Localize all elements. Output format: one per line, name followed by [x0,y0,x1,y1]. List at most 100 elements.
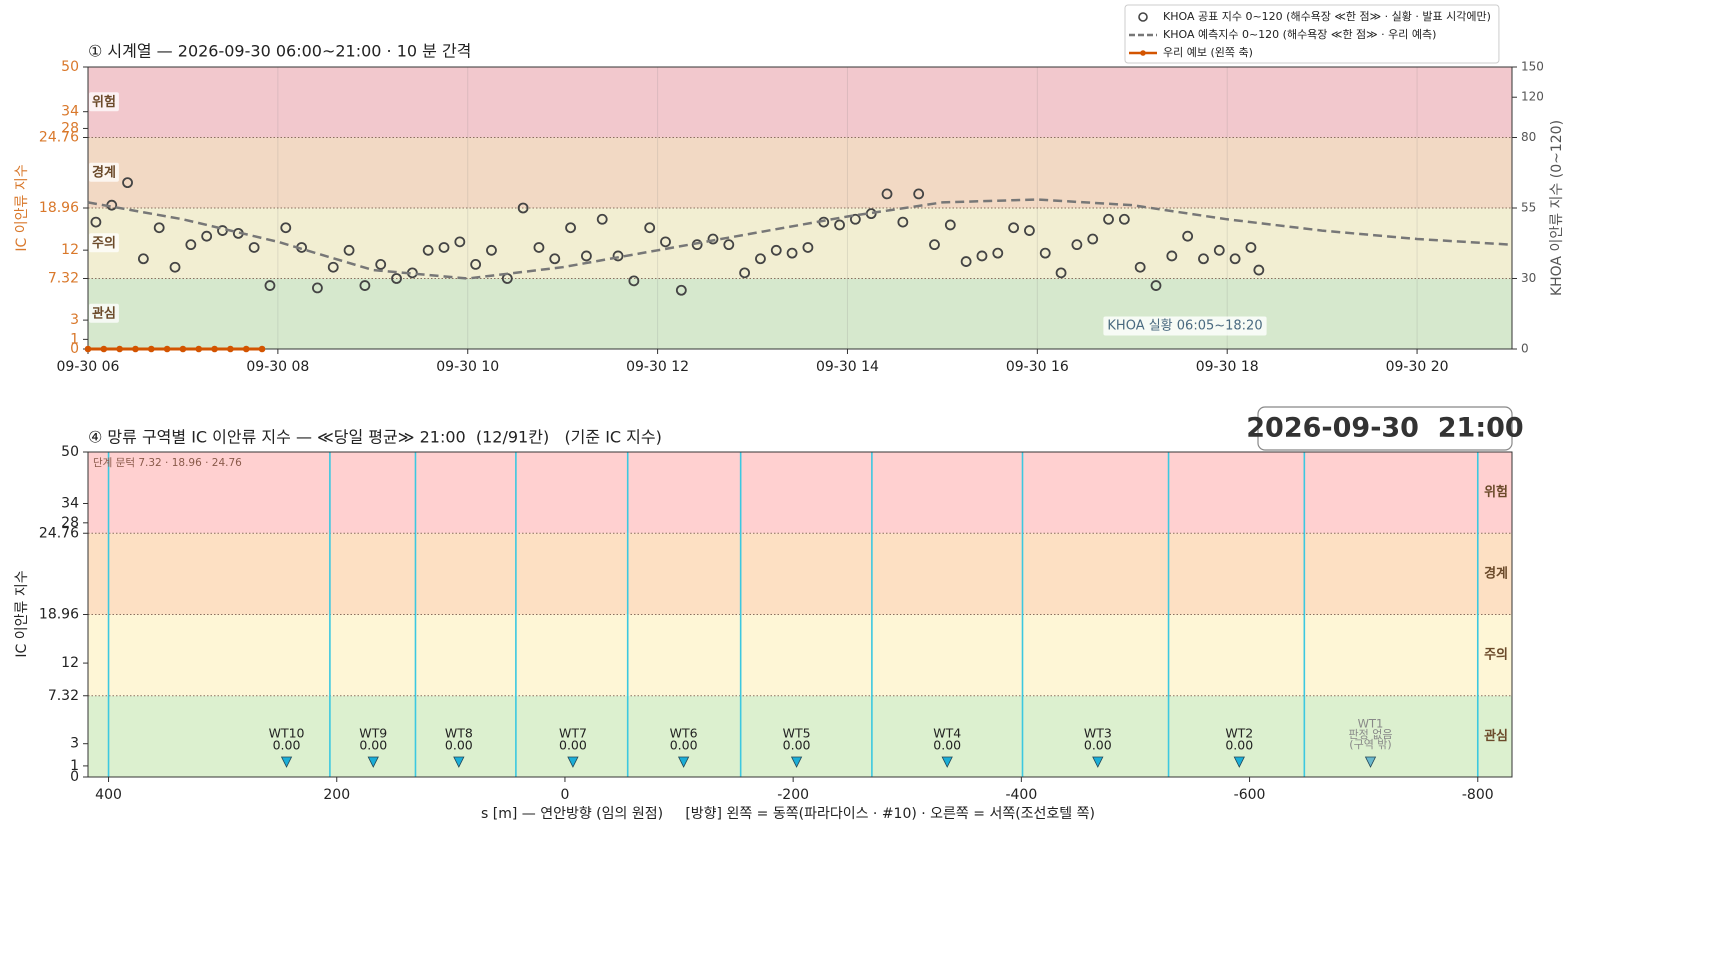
data-point [1071,239,1083,251]
station-name: WT5 [783,726,811,741]
data-point [280,222,292,234]
stage-label: 주의 [92,235,116,251]
stage-label: 위험 [1484,484,1508,500]
data-point [153,222,165,234]
x-tick-label: 200 [323,787,350,803]
data-point [1182,230,1194,242]
data-point [470,258,482,270]
data-point [179,345,187,353]
x-tick-label: -200 [777,787,809,803]
y-tick-label: 0 [70,341,79,357]
station-marker [367,756,379,768]
data-point [454,236,466,248]
legend-label: KHOA 예측지수 0~120 (해수욕장 ≪한 점≫ · 우리 예측) [1163,27,1436,41]
data-point [116,345,123,353]
station-name: WT10 [269,726,305,741]
data-point [581,250,592,262]
station-value: 0.00 [445,738,473,753]
data-point [90,216,102,228]
y-tick-label: 1 [70,758,79,774]
data-point [1198,253,1209,265]
data-point [755,253,766,265]
data-point [1134,261,1146,273]
y2-tick-label: 55 [1521,201,1536,215]
station-name: WT7 [559,726,587,741]
data-point [881,188,893,200]
data-point [1008,222,1019,234]
data-point [185,239,197,251]
y2-axis-label: KHOA 이안류 지수 (0~120) [1549,120,1565,296]
data-point [770,244,782,256]
data-point [211,345,218,353]
station-value: 0.00 [559,738,587,753]
data-point [375,258,387,270]
y-tick-label: 28 [61,120,79,136]
data-point [1150,280,1162,291]
timestamp: 2026-09-30 21:00 [1246,413,1523,444]
y-tick-label: 34 [61,496,79,512]
x-tick-label: -600 [1234,787,1266,803]
data-point [675,284,687,296]
data-point [201,230,213,242]
station-marker [567,756,579,768]
label-box [89,92,119,112]
stage-band [88,695,1512,777]
station-name: WT4 [933,726,961,741]
data-point [628,275,640,287]
station-marker [790,756,803,768]
data-point [596,213,608,225]
data-point [438,242,450,253]
data-point [391,273,402,284]
y-tick-label: 50 [61,444,79,460]
stage-band [88,278,1512,349]
data-point [312,282,323,294]
y-tick-label: 34 [61,104,79,120]
data-point [723,239,735,251]
data-point [644,222,656,234]
data-point [897,216,909,228]
y2-tick-label: 80 [1521,130,1536,144]
station-note: (구역 밖) [1349,738,1391,751]
y-tick-label: 0 [70,769,79,785]
data-point [976,250,988,262]
legend-box [1124,4,1500,64]
legend-label: 우리 예보 (왼쪽 축) [1163,45,1253,59]
station-value: 0.00 [359,738,387,753]
station-marker [1364,756,1377,768]
data-point [786,247,798,259]
stage-label: 주의 [1484,647,1508,663]
data-point [248,242,260,253]
y-tick-label: 18.96 [39,607,79,623]
data-point [960,256,972,267]
y-axis-label: IC 이안류 지수 [14,570,30,657]
y-tick-label: 7.32 [48,271,79,287]
data-point [132,345,139,353]
station-value: 0.00 [670,738,698,753]
station-value: 0.00 [1084,738,1112,753]
stage-band [88,208,1512,279]
series-line [87,198,1513,280]
chart-title: ① 시계열 — 2026-09-30 06:00~21:00 · 10 분 간격 [88,42,471,61]
data-point [422,244,434,256]
station-marker [453,756,465,768]
data-point [258,345,266,353]
y-axis-label: IC 이안류 지수 [14,164,30,251]
data-point [612,250,624,262]
x-tick-label: 09-30 18 [1196,359,1259,375]
stage-band [88,533,1512,615]
x-axis-label: s [m] — 연안방향 (임의 원점) [방향] 왼쪽 = 동쪽(파라다이스 … [481,806,1095,822]
data-point [327,261,339,273]
y-tick-label: 12 [61,242,79,258]
y-tick-label: 3 [70,736,79,752]
y-tick-label: 24.76 [39,525,79,541]
data-point [1024,225,1035,236]
data-point [169,261,181,273]
data-point [1039,247,1051,259]
stage-band [88,452,1512,534]
data-point [929,239,940,251]
data-point [533,242,545,253]
data-point [1229,253,1241,265]
stage-band [88,614,1512,696]
plot-frame [87,451,1513,778]
